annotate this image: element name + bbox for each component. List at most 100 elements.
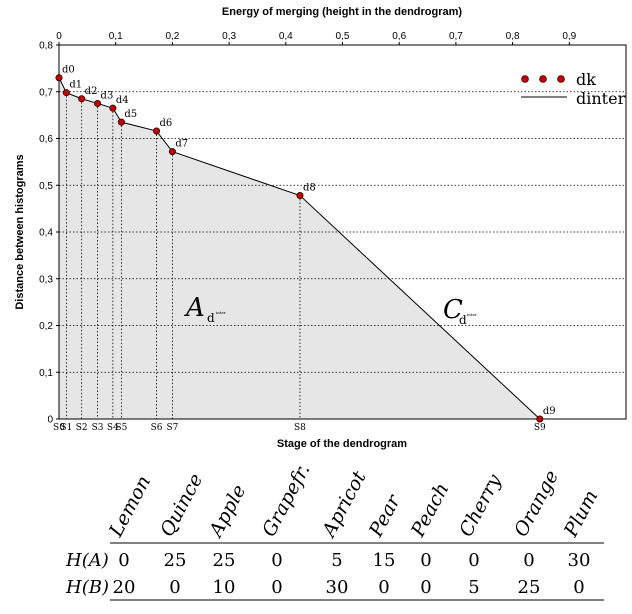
- column-header-5: Pear: [365, 490, 406, 541]
- row-label: H(A): [65, 550, 109, 571]
- column-header-3: Grapefr.: [258, 462, 315, 540]
- y-tick-label-3: 0,3: [39, 274, 53, 285]
- table-row: H(A) 0 25 25 0 5 15 0 0 0 30: [65, 550, 590, 571]
- table-rows: H(A) 0 25 25 0 5 15 0 0 0 30 H(B) 20 0 10 0 30 0 0 5 25 0: [65, 550, 590, 598]
- svg-text:C: C: [443, 295, 463, 325]
- x-tick-label-5: 0,5: [336, 31, 350, 42]
- point-label-d9: d9: [543, 406, 556, 417]
- table-cell: 0: [420, 577, 431, 598]
- point-d9: [536, 415, 544, 423]
- y-tick-label-7: 0,7: [39, 87, 53, 98]
- point-d7: [168, 148, 176, 156]
- table-cell: 30: [568, 550, 591, 571]
- stage-label-S4: S4: [107, 423, 119, 433]
- point-d0: [55, 74, 63, 82]
- column-header-0: Lemon: [105, 472, 156, 541]
- curve-label: C d inter: [443, 295, 477, 327]
- point-label-d3: d3: [101, 90, 114, 101]
- table-cell: 15: [373, 550, 396, 571]
- point-d3: [94, 99, 102, 107]
- x-tick-label-2: 0,2: [165, 31, 179, 42]
- x-tick-label-6: 0,6: [392, 31, 406, 42]
- x-tick-label-7: 0,7: [449, 31, 463, 42]
- x-tick-label-8: 0,8: [506, 31, 520, 42]
- column-header-6: Peach: [407, 479, 454, 541]
- table-cell: 0: [468, 550, 479, 571]
- legend: dk dinter: [521, 70, 626, 108]
- y-ticks: 0 0,1 0,2 0,3 0,4 0,5 0,6 0,7 0,8: [39, 41, 59, 426]
- point-label-d1: d1: [69, 80, 82, 91]
- point-d1: [62, 89, 70, 97]
- stage-label-S6: S6: [151, 423, 163, 433]
- point-label-d0: d0: [62, 65, 75, 76]
- table-cell: 25: [518, 577, 541, 598]
- stage-label-S1: S1: [60, 423, 72, 433]
- y-tick-label-2: 0,2: [39, 321, 53, 332]
- stage-label-S3: S3: [92, 423, 104, 433]
- legend-dots-label: dk: [576, 70, 596, 89]
- table-row: H(B) 20 0 10 0 30 0 0 5 25 0: [65, 577, 585, 598]
- point-label-d4: d4: [116, 95, 129, 106]
- table-cell: 10: [213, 577, 236, 598]
- x-tick-label-3: 0,3: [222, 31, 236, 42]
- stage-label-S7: S7: [166, 423, 178, 433]
- point-d4: [109, 104, 117, 112]
- point-d8: [296, 192, 304, 200]
- stage-label-S9: S9: [534, 423, 546, 433]
- y-axis-title: Distance between histograms: [14, 154, 26, 309]
- column-header-9: Plum: [560, 487, 603, 542]
- table-cell: 0: [271, 550, 282, 571]
- point-d5: [117, 118, 125, 126]
- point-label-d5: d5: [124, 109, 137, 120]
- row-label: H(B): [65, 577, 109, 598]
- table-cell: 5: [331, 550, 342, 571]
- svg-text:inter: inter: [467, 312, 477, 317]
- table-cell: 0: [271, 577, 282, 598]
- svg-text:d: d: [207, 311, 215, 325]
- bottom-axis-title: Stage of the dendrogram: [277, 438, 407, 450]
- x-tick-label-4: 0,4: [279, 31, 293, 42]
- x-tick-label-0: 0: [56, 31, 62, 42]
- point-d2: [78, 95, 86, 103]
- table-cell: 0: [573, 577, 584, 598]
- point-d6: [153, 127, 161, 135]
- area-label: A d inter: [184, 293, 226, 325]
- point-label-d6: d6: [160, 118, 173, 129]
- dendrogram-distance-chart: 0 0,1 0,2 0,3 0,4 0,5 0,6 0,7 0,8 0,9 0 0,1 0,2 0,3 0…: [14, 6, 627, 450]
- table-cell: 5: [468, 577, 479, 598]
- legend-line-label: dinter: [576, 89, 626, 108]
- table-cell: 30: [326, 577, 349, 598]
- point-label-d7: d7: [175, 139, 188, 150]
- column-header-7: Cherry: [455, 471, 506, 541]
- stage-label-S5: S5: [115, 423, 127, 433]
- point-label-d8: d8: [303, 183, 316, 194]
- y-tick-label-4: 0,4: [39, 228, 53, 239]
- y-tick-label-6: 0,6: [39, 134, 53, 145]
- svg-text:inter: inter: [216, 310, 226, 315]
- y-tick-label-5: 0,5: [39, 181, 53, 192]
- inter-distance-line: [58, 77, 541, 420]
- stage-drop-lines: [58, 77, 301, 419]
- y-tick-label-8: 0,8: [39, 41, 53, 52]
- column-header-8: Orange: [510, 467, 563, 541]
- table-cell: 0: [523, 550, 534, 571]
- table-cell: 0: [420, 550, 431, 571]
- y-tick-label-1: 0,1: [39, 368, 53, 379]
- stage-label-S0: S0: [53, 423, 65, 433]
- area-under-curve: [59, 77, 540, 419]
- table-cell: 25: [164, 550, 187, 571]
- stage-label-S8: S8: [294, 423, 306, 433]
- column-header-1: Quince: [156, 470, 207, 540]
- table-cell: 20: [113, 577, 136, 598]
- svg-text:d: d: [459, 313, 467, 327]
- column-header-4: Apricot: [317, 467, 371, 542]
- table-cell: 25: [213, 550, 236, 571]
- x-tick-label-9: 0,9: [562, 31, 576, 42]
- column-header-2: Apple: [204, 481, 250, 542]
- y-tick-label-0: 0: [47, 415, 53, 426]
- table-cell: 0: [118, 550, 129, 571]
